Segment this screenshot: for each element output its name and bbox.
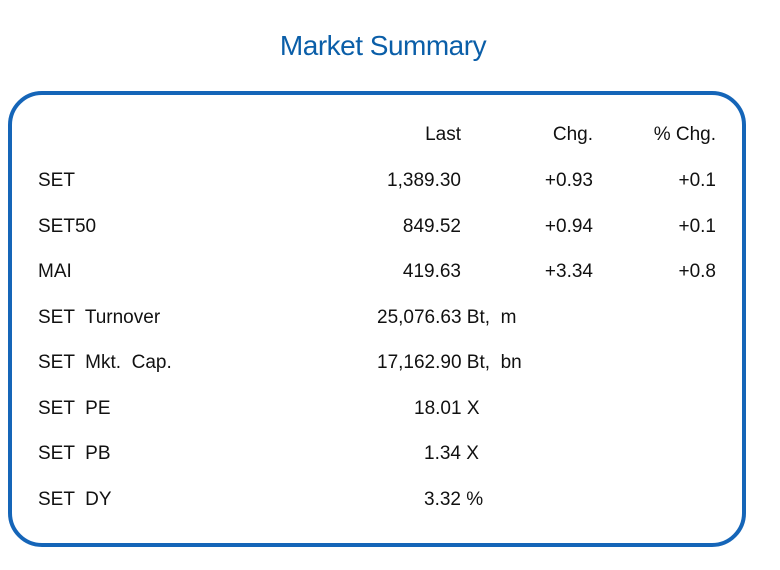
row-label-pb: SET PB <box>38 443 111 464</box>
market-summary-panel <box>8 91 746 547</box>
row-pb-value: 1.34 X <box>424 443 479 464</box>
column-header-chg: Chg. <box>552 124 593 145</box>
row-label-set: SET <box>38 170 75 191</box>
column-header-pct-chg: % Chg. <box>653 124 716 145</box>
row-label-turnover: SET Turnover <box>38 307 161 328</box>
row-set-chg: +0.93 <box>544 170 593 191</box>
row-mai-pct-chg: +0.8 <box>678 261 716 282</box>
row-set50-last: 849.52 <box>402 216 461 237</box>
row-pe-value: 18.01 X <box>414 398 480 419</box>
row-mai-last: 419.63 <box>402 261 461 282</box>
row-label-set50: SET50 <box>38 216 97 237</box>
row-dy-value: 3.32 % <box>424 489 484 510</box>
row-label-mkt-cap: SET Mkt. Cap. <box>38 352 172 373</box>
row-turnover-value: 25,076.63 Bt, m <box>377 307 517 328</box>
row-label-dy: SET DY <box>38 489 112 510</box>
row-label-mai: MAI <box>38 261 72 282</box>
row-label-pe: SET PE <box>38 398 111 419</box>
page-title: Market Summary <box>279 30 487 61</box>
row-set50-chg: +0.94 <box>544 216 593 237</box>
row-set-pct-chg: +0.1 <box>678 170 716 191</box>
row-mai-chg: +3.34 <box>544 261 593 282</box>
row-set50-pct-chg: +0.1 <box>678 216 716 237</box>
row-mkt-cap-value: 17,162.90 Bt, bn <box>377 352 522 373</box>
column-header-last: Last <box>425 124 461 145</box>
row-set-last: 1,389.30 <box>387 170 461 191</box>
